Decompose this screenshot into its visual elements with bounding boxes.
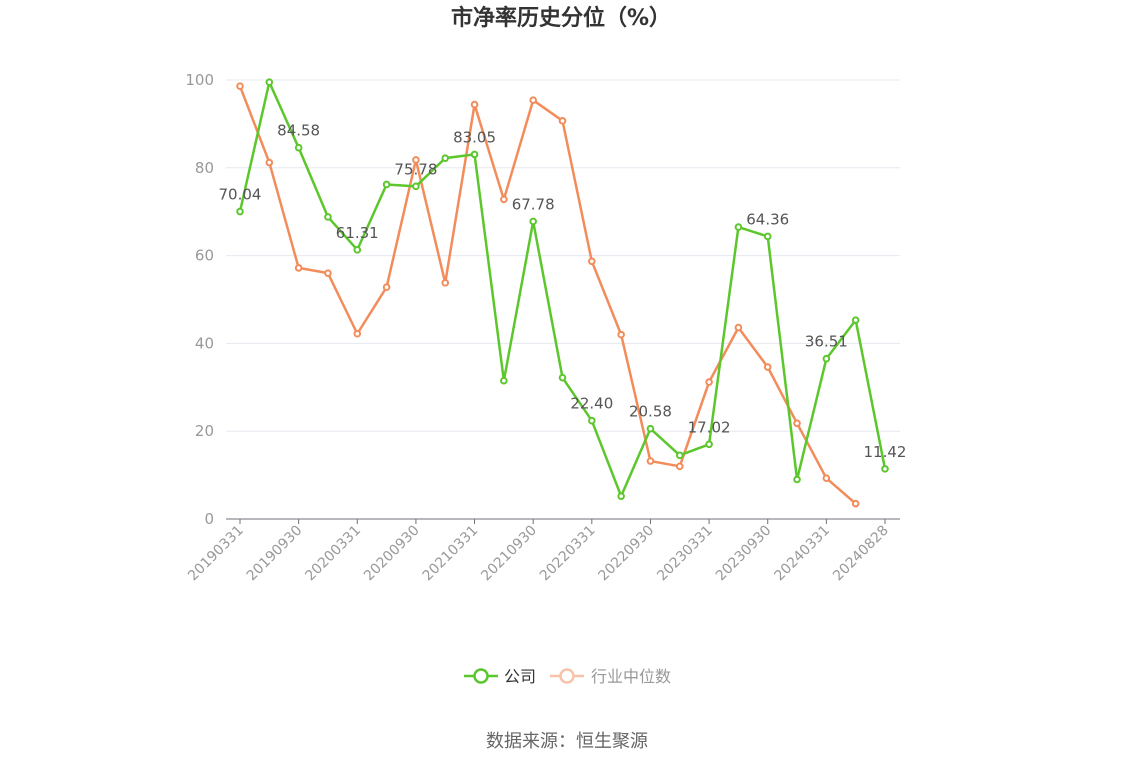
data-point[interactable] [588, 257, 596, 266]
data-point[interactable] [851, 499, 860, 508]
chart-title: 市净率历史分位（%） [451, 5, 671, 31]
data-point[interactable] [675, 451, 684, 460]
data-point[interactable] [441, 154, 450, 162]
data-point[interactable] [353, 329, 362, 338]
legend-item-1[interactable]: 行业中位数 [550, 667, 671, 686]
data-point[interactable] [646, 457, 655, 465]
legend-marker-icon [473, 668, 489, 684]
legend-marker-icon [559, 668, 575, 684]
x-tick-label: 20230930 [713, 523, 775, 585]
data-point[interactable] [881, 465, 889, 473]
data-point[interactable] [793, 419, 801, 428]
data-point[interactable] [412, 156, 420, 164]
data-point[interactable] [353, 246, 362, 254]
data-label: 75.78 [394, 160, 437, 178]
data-point[interactable] [236, 82, 244, 90]
data-label: 17.02 [688, 418, 731, 436]
data-point[interactable] [470, 100, 479, 109]
data-label: 84.58 [277, 122, 320, 140]
x-tick-label: 20190930 [244, 523, 306, 585]
data-point[interactable] [734, 323, 743, 332]
data-point[interactable] [705, 440, 713, 449]
data-point[interactable] [294, 264, 303, 272]
data-point[interactable] [470, 150, 479, 159]
data-point[interactable] [324, 269, 332, 277]
data-point[interactable] [294, 143, 303, 152]
x-tick-label: 20210331 [420, 523, 482, 585]
data-label: 67.78 [512, 195, 555, 213]
legend[interactable]: 公司 行业中位数 [464, 667, 671, 686]
data-labels: 70.04 84.58 61.31 75.78 83.05 67.78 22.40 20.58… [219, 122, 907, 461]
data-point[interactable] [236, 207, 244, 216]
x-tick-label: 20210930 [478, 523, 540, 585]
legend-label: 公司 [504, 667, 536, 686]
data-point[interactable] [646, 424, 655, 433]
data-point[interactable] [529, 217, 537, 226]
y-tick-label: 100 [185, 71, 214, 89]
data-point[interactable] [441, 279, 450, 287]
y-tick-label: 80 [195, 159, 214, 177]
data-point[interactable] [734, 223, 743, 231]
data-point[interactable] [558, 117, 567, 125]
series-line-1 [238, 85, 857, 505]
x-tick-label: 20220930 [596, 523, 658, 585]
data-label: 22.40 [570, 395, 613, 413]
data-point[interactable] [822, 354, 831, 363]
data-label: 36.51 [805, 333, 848, 351]
data-point[interactable] [324, 213, 332, 221]
data-point[interactable] [412, 182, 420, 191]
x-tick-label: 20200331 [302, 523, 364, 585]
data-point[interactable] [851, 316, 860, 324]
legend-label: 行业中位数 [591, 667, 671, 686]
x-tick-label: 20220331 [537, 523, 599, 585]
data-point[interactable] [588, 416, 596, 425]
y-axis: 0 20 40 60 80 100 [185, 71, 214, 528]
data-label: 20.58 [629, 403, 672, 421]
x-tick-label: 20240828 [830, 523, 892, 585]
data-label: 61.31 [336, 224, 379, 242]
data-point[interactable] [382, 180, 391, 189]
data-label: 70.04 [219, 186, 262, 204]
data-point[interactable] [500, 195, 508, 204]
y-tick-label: 0 [204, 510, 214, 528]
x-tick-label: 20240331 [771, 523, 833, 585]
data-point[interactable] [617, 492, 625, 500]
source-note: 数据来源：恒生聚源 [486, 731, 648, 752]
data-point[interactable] [763, 363, 772, 371]
y-tick-label: 40 [195, 334, 214, 352]
y-tick-label: 60 [195, 247, 214, 265]
data-point[interactable] [558, 373, 567, 382]
series-group [236, 78, 889, 508]
data-point[interactable] [500, 376, 508, 385]
data-point[interactable] [265, 78, 274, 86]
data-point[interactable] [763, 232, 772, 241]
data-point[interactable] [529, 96, 537, 104]
y-tick-label: 20 [195, 422, 214, 440]
data-point[interactable] [822, 474, 831, 482]
data-point[interactable] [675, 462, 684, 471]
data-point[interactable] [382, 283, 391, 292]
data-point[interactable] [793, 475, 801, 484]
data-label: 11.42 [864, 443, 907, 461]
x-axis: 2019033120190930202003312020093020210331… [185, 518, 900, 585]
data-point[interactable] [265, 158, 274, 167]
x-tick-label: 20200930 [361, 523, 423, 585]
x-tick-label: 20190331 [185, 523, 247, 585]
data-label: 83.05 [453, 128, 496, 146]
data-point[interactable] [705, 378, 713, 386]
legend-item-0[interactable]: 公司 [464, 667, 536, 686]
grid-lines [226, 79, 900, 432]
x-tick-label: 20230331 [654, 523, 716, 585]
data-label: 64.36 [746, 210, 789, 228]
data-point[interactable] [617, 330, 625, 339]
